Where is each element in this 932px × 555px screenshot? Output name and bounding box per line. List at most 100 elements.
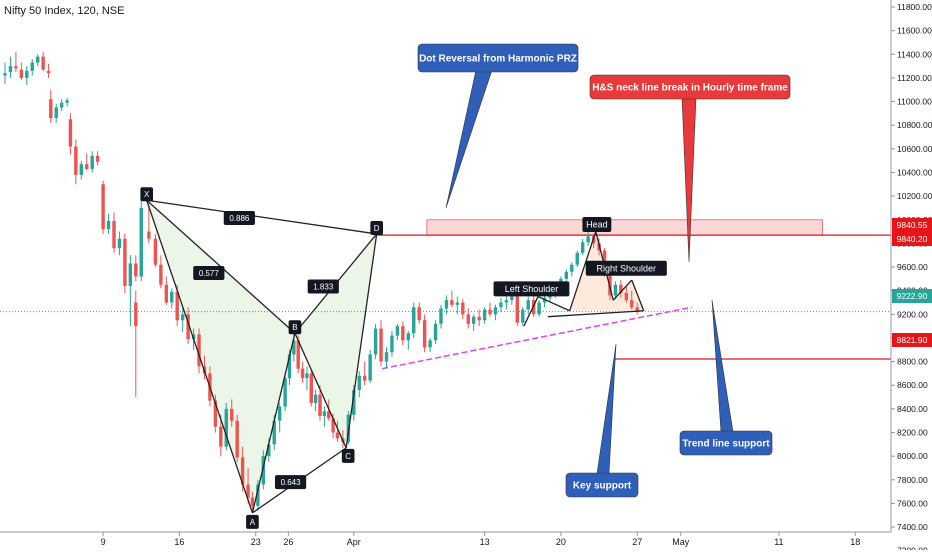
candle-body [272,420,276,445]
candle-body [357,375,361,390]
candle-body [327,411,331,419]
candle-body [153,238,158,265]
candle-body [261,456,266,485]
candle-body [313,394,318,403]
vertex-b-box [288,320,302,335]
candle [250,491,255,513]
candle-body [472,316,476,324]
ratio-label: 1.833 [307,279,339,294]
y-tick-label: 11400.00 [897,49,932,59]
hs-label-text: Head [586,220,608,230]
harmonic-line-x-a [146,200,254,514]
candle [412,302,416,338]
candle [322,406,327,427]
candle [147,205,151,244]
candle [283,373,287,412]
candle [422,314,427,353]
candle-body [106,220,111,230]
candle-body [401,326,405,341]
candle [41,51,45,71]
candle-body [3,73,7,76]
harmonic-xab-fill [146,200,295,513]
candle [106,213,111,234]
candle [624,285,628,303]
candle-body [499,302,503,308]
candle-body [256,484,260,506]
price-label-text: 8821.90 [897,335,928,345]
y-tick-label: 7400.00 [897,522,928,532]
callout-key-support-box [565,472,639,498]
hs-line [612,279,633,301]
y-tick-label: 11200.00 [897,73,932,83]
candle-body [159,264,163,285]
price-label-text: 9840.55 [897,220,928,230]
callout-trend-support-text: Trend line support [682,439,770,450]
candle-body [292,340,296,355]
candle [439,304,443,329]
candle [305,366,309,390]
candle [586,231,590,246]
candle-body [309,373,313,403]
candle-body [318,394,322,416]
candle-body [191,334,196,340]
candle [256,479,260,511]
candle [277,402,282,433]
candle [417,302,421,324]
vertex-c-text: C [345,452,351,461]
candle-body [36,56,40,63]
candle [134,255,138,282]
hs-line [523,296,539,327]
candle-body [235,420,239,458]
candle-body [305,373,309,379]
y-tick-label: 11600.00 [897,26,932,36]
candle-body [117,238,122,249]
x-tick-label: 13 [480,537,490,547]
candle [537,300,541,317]
callout-key-support-text: Key support [573,481,632,492]
candle-body [25,70,29,78]
candle-body [373,328,378,355]
candle-body [230,408,234,421]
y-tick-label: 10800.00 [897,120,932,130]
candle [373,323,378,360]
candle-body [134,263,138,277]
candle-body [112,220,116,249]
vertex-b-text: B [292,323,297,332]
candle-body [8,66,13,73]
candle [261,450,266,490]
candle [619,280,623,298]
candle [54,103,58,123]
x-tick-label: 18 [850,537,860,547]
candle-body [433,323,438,341]
candle [318,385,322,421]
candle-body [101,184,105,230]
candle-body [147,231,151,239]
candle [433,320,438,344]
candle-body [95,155,100,162]
price-label-box [892,289,932,303]
candle-body [570,264,574,272]
candle-body [170,291,174,303]
candle [570,262,574,277]
candle-body [417,307,421,321]
candle [313,389,318,412]
candle-body [335,432,340,439]
candle [493,304,498,321]
candle-body [59,102,64,108]
x-tick-label: Apr [347,537,361,547]
candle-body [175,291,179,321]
harmonic-bcd-fill [294,233,377,448]
harmonic-line-x-d [146,199,377,235]
candle [395,323,400,341]
candle-body [68,119,73,147]
y-tick-label: 10200.00 [897,191,932,201]
candle [335,420,340,442]
candle-body [224,408,228,447]
ratio-label: 0.577 [193,265,225,280]
candle-body [450,300,454,305]
vertex-x: X [140,187,154,202]
candle-body [412,307,416,334]
candle [379,320,383,367]
candle-body [322,411,327,416]
candle-body [74,146,78,175]
